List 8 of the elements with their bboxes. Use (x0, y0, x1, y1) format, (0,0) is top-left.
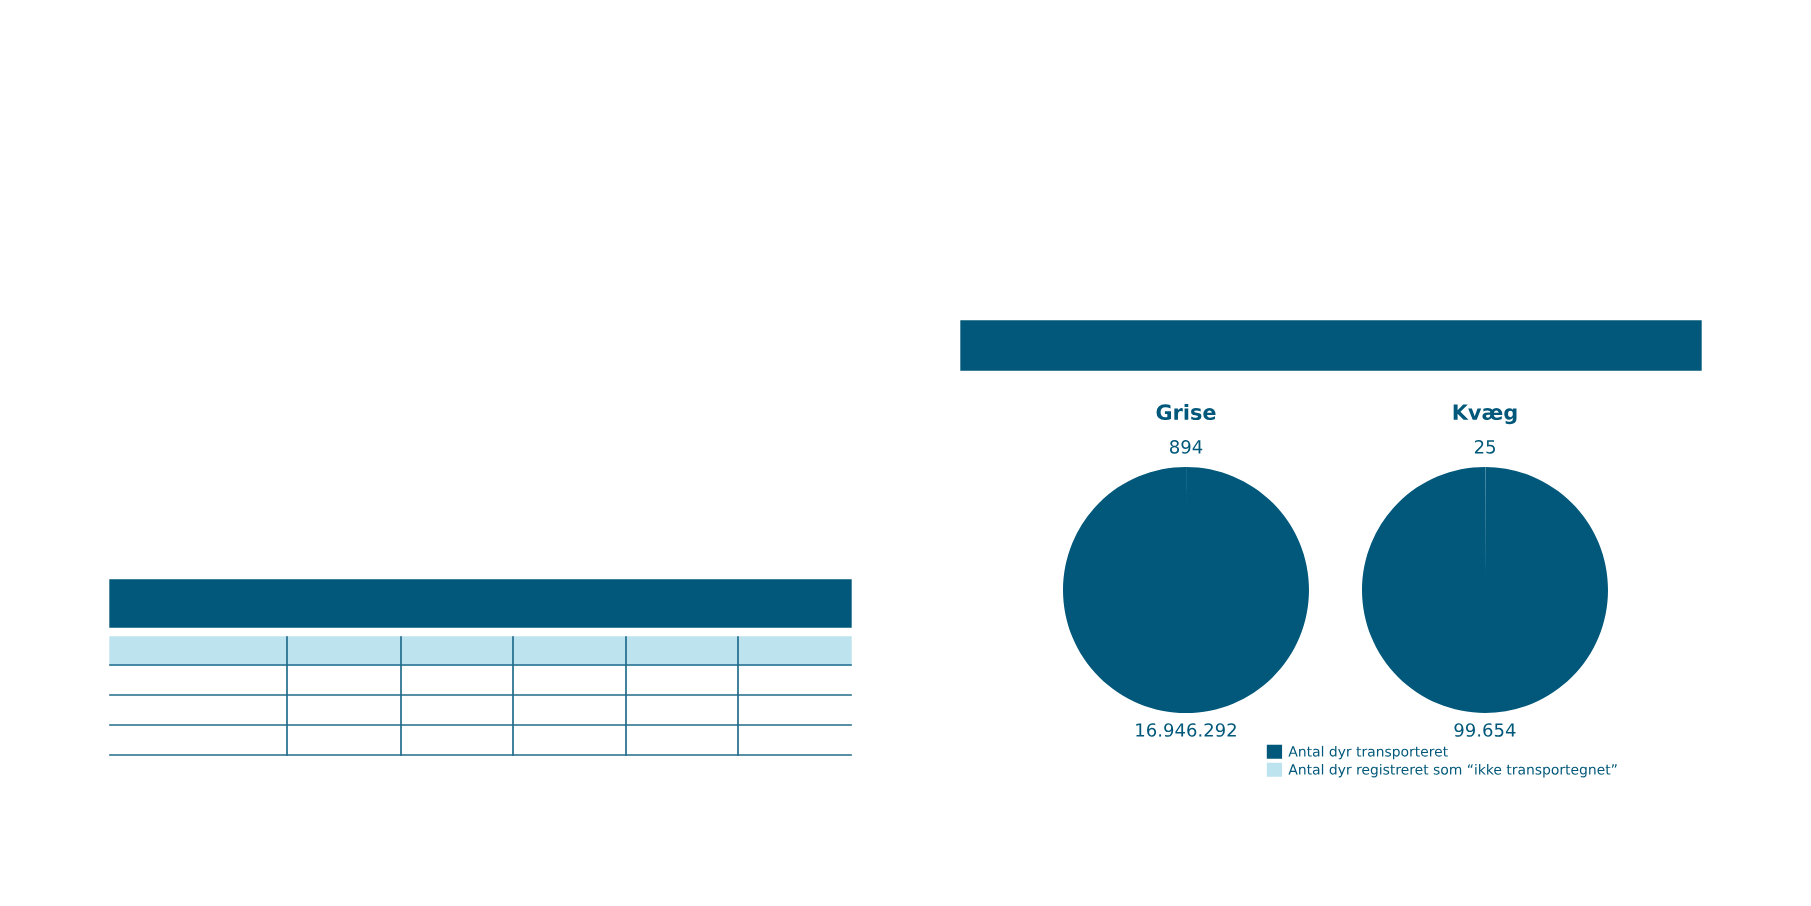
chart-title: Kvæg (1453, 404, 1517, 425)
data-label: 99.654 (1454, 723, 1516, 737)
data-label: 25 (1474, 440, 1496, 454)
legend-label: Antal dyr transporteret (1288, 745, 1448, 760)
data-label: 894 (1170, 440, 1203, 454)
legend-label: Antal dyr registreret som “ikke transportegnet” (1288, 763, 1617, 778)
chart-title: Grise (1156, 403, 1216, 421)
data-label: 16.946.292 (1136, 723, 1236, 737)
